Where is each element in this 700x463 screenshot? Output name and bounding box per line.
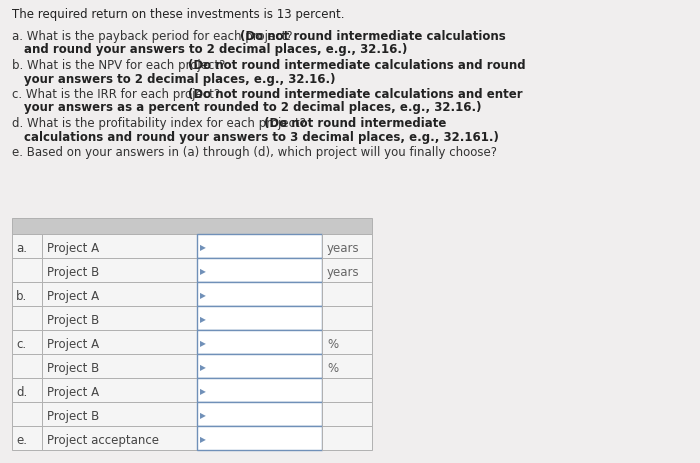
Bar [42, 402, 197, 426]
Text: b.: b. [16, 290, 27, 303]
Text: (Do not round intermediate calculations and enter: (Do not round intermediate calculations … [188, 88, 522, 101]
Bar [12, 218, 372, 234]
Text: Project acceptance: Project acceptance [47, 434, 159, 447]
Bar [197, 258, 322, 282]
Bar [12, 378, 42, 402]
Bar [42, 306, 197, 330]
Bar [12, 354, 42, 378]
Text: d.: d. [16, 386, 27, 399]
Text: ▶: ▶ [200, 291, 206, 300]
Text: c.: c. [16, 338, 26, 351]
Text: years: years [327, 266, 360, 279]
Text: years: years [327, 242, 360, 255]
Text: (Do not round intermediate: (Do not round intermediate [264, 117, 446, 130]
Bar [42, 330, 197, 354]
Text: ▶: ▶ [200, 435, 206, 444]
Bar [12, 330, 42, 354]
Bar [197, 354, 322, 378]
Text: Project B: Project B [47, 266, 99, 279]
Bar [197, 378, 322, 402]
Text: %: % [327, 362, 338, 375]
Text: ▶: ▶ [200, 243, 206, 252]
Bar [322, 378, 372, 402]
Text: Project B: Project B [47, 314, 99, 327]
Text: c. What is the IRR for each project?: c. What is the IRR for each project? [12, 88, 224, 101]
Bar [42, 234, 197, 258]
Text: ▶: ▶ [200, 363, 206, 372]
Text: a. What is the payback period for each project?: a. What is the payback period for each p… [12, 30, 296, 43]
Bar [322, 402, 372, 426]
Text: ▶: ▶ [200, 267, 206, 276]
Text: Project B: Project B [47, 410, 99, 423]
Text: Project A: Project A [47, 386, 99, 399]
Text: (Do not round intermediate calculations and round: (Do not round intermediate calculations … [188, 59, 526, 72]
Bar [12, 426, 42, 450]
Bar [197, 330, 322, 354]
Text: ▶: ▶ [200, 411, 206, 420]
Bar [42, 354, 197, 378]
Text: Project A: Project A [47, 242, 99, 255]
Text: calculations and round your answers to 3 decimal places, e.g., 32.161.): calculations and round your answers to 3… [24, 131, 499, 144]
Bar [322, 282, 372, 306]
Text: Project A: Project A [47, 290, 99, 303]
Text: d. What is the profitability index for each project?: d. What is the profitability index for e… [12, 117, 309, 130]
Bar [197, 282, 322, 306]
Text: e. Based on your answers in (a) through (d), which project will you finally choo: e. Based on your answers in (a) through … [12, 146, 497, 159]
Bar [42, 282, 197, 306]
Text: ▶: ▶ [200, 315, 206, 324]
Text: and round your answers to 2 decimal places, e.g., 32.16.): and round your answers to 2 decimal plac… [24, 44, 407, 56]
Bar [322, 330, 372, 354]
Text: The required return on these investments is 13 percent.: The required return on these investments… [12, 8, 344, 21]
Text: (Do not round intermediate calculations: (Do not round intermediate calculations [240, 30, 505, 43]
Bar [322, 234, 372, 258]
Text: Project B: Project B [47, 362, 99, 375]
Text: your answers to 2 decimal places, e.g., 32.16.): your answers to 2 decimal places, e.g., … [24, 73, 335, 86]
Bar [12, 234, 42, 258]
Text: b. What is the NPV for each project?: b. What is the NPV for each project? [12, 59, 229, 72]
Bar [197, 402, 322, 426]
Bar [322, 354, 372, 378]
Bar [42, 378, 197, 402]
Bar [197, 234, 322, 258]
Bar [322, 426, 372, 450]
Bar [42, 258, 197, 282]
Bar [12, 282, 42, 306]
Bar [322, 306, 372, 330]
Bar [12, 306, 42, 330]
Bar [42, 426, 197, 450]
Bar [322, 258, 372, 282]
Text: ▶: ▶ [200, 387, 206, 396]
Bar [12, 258, 42, 282]
Bar [197, 306, 322, 330]
Text: Project A: Project A [47, 338, 99, 351]
Text: ▶: ▶ [200, 339, 206, 348]
Text: a.: a. [16, 242, 27, 255]
Bar [197, 426, 322, 450]
Text: your answers as a percent rounded to 2 decimal places, e.g., 32.16.): your answers as a percent rounded to 2 d… [24, 101, 482, 114]
Bar [12, 402, 42, 426]
Text: e.: e. [16, 434, 27, 447]
Text: %: % [327, 338, 338, 351]
